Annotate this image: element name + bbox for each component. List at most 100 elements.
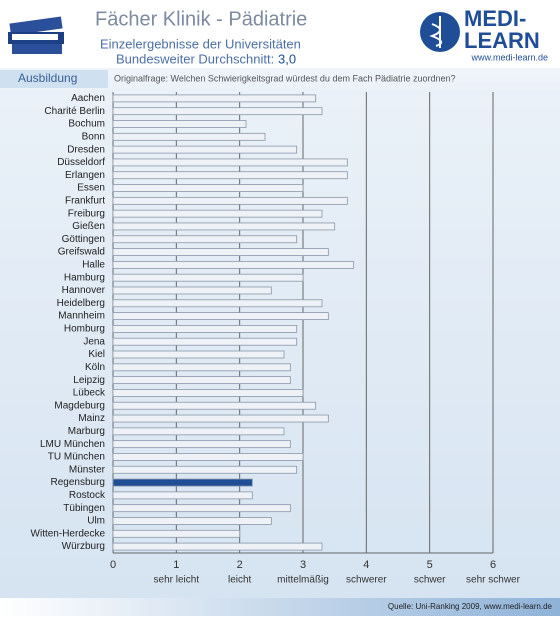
y-tick-label: Erlangen bbox=[65, 170, 105, 181]
bar bbox=[112, 94, 317, 103]
y-tick-label: Münster bbox=[69, 464, 106, 475]
bar bbox=[112, 337, 298, 346]
source: Quelle: Uni-Ranking 2009, www.medi-learn… bbox=[388, 602, 553, 611]
y-tick-label: Dresden bbox=[67, 144, 105, 155]
y-tick-label: Freiburg bbox=[68, 208, 105, 219]
title: Fächer Klinik - Pädiatrie bbox=[95, 8, 307, 30]
y-tick-label: Jena bbox=[83, 336, 105, 347]
y-tick-label: Göttingen bbox=[62, 234, 105, 245]
footer-band bbox=[0, 598, 560, 616]
average-label: Bundesweiter Durchschnitt: bbox=[116, 51, 274, 66]
y-tick-label: Hamburg bbox=[64, 272, 105, 283]
y-tick-label: Leipzig bbox=[73, 375, 105, 386]
bar bbox=[112, 209, 323, 218]
bar bbox=[112, 350, 285, 359]
bar bbox=[112, 184, 304, 192]
bar bbox=[112, 465, 298, 474]
y-tick-label: Frankfurt bbox=[65, 195, 105, 206]
bar bbox=[112, 401, 317, 410]
bar bbox=[112, 196, 348, 205]
bar bbox=[112, 158, 348, 167]
bar bbox=[112, 504, 291, 513]
bar bbox=[112, 427, 285, 436]
y-tick-label: Witten-Herdecke bbox=[31, 528, 106, 539]
bar bbox=[112, 389, 304, 397]
bar bbox=[112, 363, 291, 372]
tab: Ausbildung bbox=[18, 71, 77, 85]
y-tick-label: Aachen bbox=[71, 93, 105, 104]
y-tick-label: Köln bbox=[85, 362, 105, 373]
logo-top: MEDI- bbox=[464, 6, 526, 31]
logo-url: www.medi-learn.de bbox=[470, 52, 548, 62]
scale-label: mittelmäßig bbox=[277, 575, 329, 586]
y-tick-label: Heidelberg bbox=[57, 298, 105, 309]
y-tick-label: TU München bbox=[48, 452, 105, 463]
x-tick-label: 5 bbox=[427, 559, 433, 571]
bar bbox=[112, 248, 329, 256]
y-tick-label: Rostock bbox=[69, 490, 106, 501]
y-tick-label: LMU München bbox=[40, 439, 105, 450]
y-tick-label: Düsseldorf bbox=[57, 157, 105, 168]
bar bbox=[112, 260, 355, 269]
plot: 0 1 2 3 4 5 6 sehr leicht leicht mittelmäßig schwe… bbox=[31, 92, 521, 586]
bar bbox=[112, 132, 266, 141]
bar bbox=[112, 491, 253, 500]
bar bbox=[112, 414, 329, 423]
bar bbox=[112, 235, 298, 244]
header-band bbox=[0, 0, 560, 68]
bar bbox=[112, 120, 247, 128]
scale-label: sehr leicht bbox=[154, 575, 200, 586]
x-tick-label: 6 bbox=[490, 559, 496, 571]
y-tick-label: Kiel bbox=[88, 349, 105, 360]
bar bbox=[112, 171, 348, 180]
subtitle: Einzelergebnisse der Universitäten bbox=[100, 36, 301, 51]
y-tick-label: Ulm bbox=[87, 516, 105, 527]
y-tick-label: Bochum bbox=[68, 119, 105, 130]
y-tick-label: Lübeck bbox=[73, 388, 106, 399]
logo-symbol bbox=[429, 16, 443, 48]
x-tick-label: 4 bbox=[363, 559, 369, 571]
bar bbox=[112, 440, 291, 449]
bar bbox=[112, 325, 298, 333]
bar bbox=[112, 312, 329, 320]
y-tick-label: Essen bbox=[77, 183, 105, 194]
bar bbox=[112, 222, 336, 231]
y-tick-label: Greifswald bbox=[58, 247, 105, 258]
y-tick-label: Tübingen bbox=[63, 503, 105, 514]
y-tick-label: Regensburg bbox=[51, 477, 105, 488]
y-tick-label: Mannheim bbox=[58, 311, 105, 322]
x-tick-label: 0 bbox=[110, 559, 116, 571]
y-tick-label: Würzburg bbox=[62, 541, 105, 552]
logo-bottom: LEARN bbox=[464, 28, 540, 53]
question: Originalfrage: Welchen Schwierigkeitsgra… bbox=[114, 73, 456, 83]
bar bbox=[112, 145, 298, 154]
scale-label: schwerer bbox=[346, 575, 387, 586]
y-tick-label: Homburg bbox=[64, 324, 105, 335]
bar bbox=[112, 453, 304, 461]
y-tick-label: Magdeburg bbox=[54, 400, 105, 411]
bar bbox=[112, 517, 272, 525]
y-tick-label: Bonn bbox=[82, 131, 105, 142]
bar bbox=[112, 107, 323, 116]
bar bbox=[112, 376, 291, 385]
bar bbox=[112, 542, 323, 551]
x-tick-label: 1 bbox=[173, 559, 179, 571]
y-tick-label: Charité Berlin bbox=[44, 106, 105, 117]
scale-label: sehr schwer bbox=[466, 575, 521, 586]
x-tick-label: 2 bbox=[237, 559, 243, 571]
average-value: 3,0 bbox=[278, 51, 296, 66]
y-tick-label: Gießen bbox=[72, 221, 105, 232]
bar bbox=[112, 286, 272, 295]
x-tick-label: 3 bbox=[300, 559, 306, 571]
tab-bg bbox=[0, 70, 108, 88]
bar bbox=[112, 529, 241, 538]
scale-label: leicht bbox=[228, 575, 252, 586]
book-icon bbox=[8, 16, 64, 54]
bar bbox=[112, 478, 253, 487]
y-tick-label: Halle bbox=[82, 260, 105, 271]
y-tick-label: Marburg bbox=[68, 426, 105, 437]
scale-label: schwer bbox=[414, 575, 446, 586]
bar bbox=[112, 299, 323, 308]
